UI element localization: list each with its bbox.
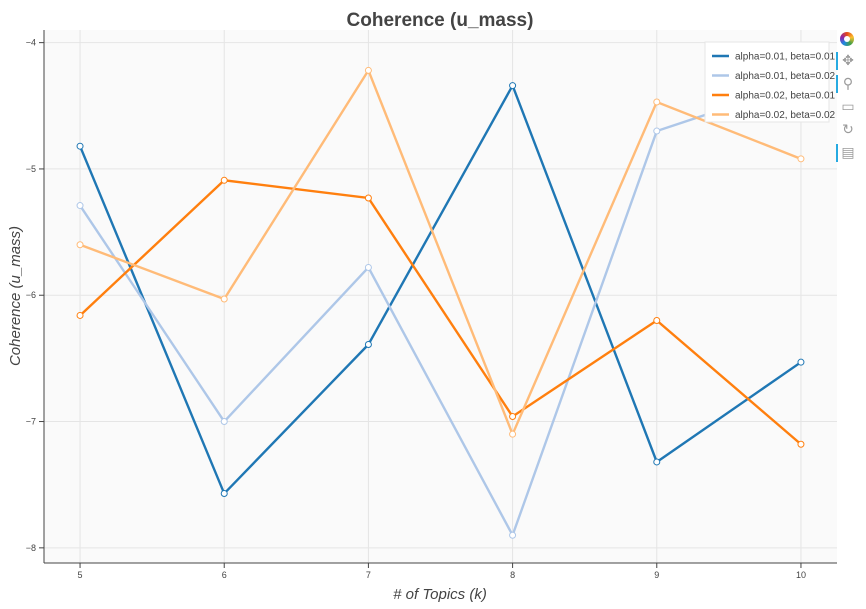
bokeh-logo-icon (840, 32, 854, 46)
series-3-point[interactable] (76, 311, 84, 319)
series-line-1 (78, 82, 802, 496)
y-axis-label: Coherence (u_mass) (7, 226, 24, 366)
series-3-point[interactable] (797, 440, 805, 448)
series-4-point[interactable] (220, 295, 228, 303)
hover-icon[interactable]: ▤ (836, 144, 858, 162)
series-layer (76, 66, 805, 539)
y-tick-label: −7 (26, 417, 36, 427)
x-tick-label: 10 (796, 570, 806, 580)
wheel-zoom-icon[interactable]: ⚲ (836, 75, 858, 93)
y-tick-label: −6 (26, 290, 36, 300)
series-4-point[interactable] (653, 98, 661, 106)
x-tick-label: 9 (654, 570, 659, 580)
series-1-point[interactable] (364, 340, 372, 348)
series-1-point[interactable] (76, 142, 84, 150)
axes: −4 −5 −6 −7 −8 5 6 7 8 9 10 (26, 30, 837, 580)
x-tick-label: 6 (222, 570, 227, 580)
series-3-point[interactable] (364, 194, 372, 202)
reset-icon[interactable]: ↻ (842, 122, 854, 138)
series-2-point[interactable] (76, 202, 84, 210)
series-1-point[interactable] (797, 358, 805, 366)
y-tick-label: −8 (26, 543, 36, 553)
legend[interactable]: alpha=0.01, beta=0.01 alpha=0.01, beta=0.… (704, 41, 836, 123)
legend-item-label[interactable]: alpha=0.01, beta=0.02 (735, 71, 836, 82)
series-2-point[interactable] (653, 127, 661, 135)
x-tick-label: 7 (366, 570, 371, 580)
x-tick-label: 8 (510, 570, 515, 580)
series-1-point[interactable] (509, 82, 517, 90)
chart-title: Coherence (u_mass) (347, 10, 534, 31)
legend-item-label[interactable]: alpha=0.02, beta=0.01 (735, 91, 836, 102)
series-line-3 (79, 179, 802, 446)
series-2-point[interactable] (364, 263, 372, 271)
series-line-2 (79, 81, 802, 539)
legend-item-label[interactable]: alpha=0.01, beta=0.01 (735, 52, 836, 63)
series-4-point[interactable] (76, 241, 84, 249)
legend-item-label[interactable]: alpha=0.02, beta=0.02 (735, 110, 836, 121)
series-1-point[interactable] (220, 490, 228, 498)
series-1-point[interactable] (653, 458, 661, 466)
series-line-4 (79, 67, 802, 438)
y-tick-label: −5 (26, 164, 36, 174)
series-4-point[interactable] (797, 155, 805, 163)
series-2-point[interactable] (509, 531, 517, 539)
series-2-point[interactable] (220, 418, 228, 426)
series-3-point[interactable] (509, 412, 517, 420)
series-3-point[interactable] (220, 176, 228, 184)
toolbar: ✥ ⚲ ▭ ↻ ▤ (836, 30, 860, 180)
x-axis-label: # of Topics (k) (393, 586, 487, 603)
pan-icon[interactable]: ✥ (836, 52, 858, 70)
series-4-point[interactable] (364, 66, 372, 74)
y-tick-label: −4 (26, 38, 36, 48)
series-3-point[interactable] (653, 316, 661, 324)
save-icon[interactable]: ▭ (841, 99, 855, 115)
series-4-point[interactable] (509, 430, 517, 438)
x-tick-label: 5 (78, 570, 83, 580)
